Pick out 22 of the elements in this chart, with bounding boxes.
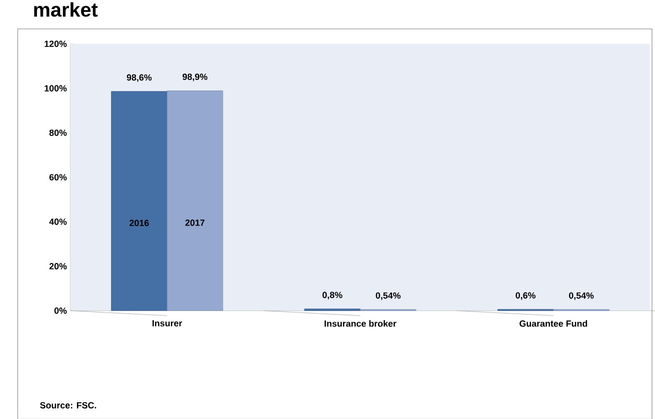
source-note: Source: FSC. — [40, 402, 96, 408]
bar — [111, 91, 168, 311]
data-label: 0,54% — [569, 292, 594, 300]
y-tick-label: 120% — [44, 40, 67, 47]
x-tick-label: Guarantee Fund — [520, 320, 588, 327]
y-tick-label: 20% — [49, 262, 67, 270]
y-tick-label: 80% — [49, 129, 67, 136]
series-label: 2016 — [130, 220, 149, 226]
data-label: 0,8% — [322, 292, 342, 300]
data-label: 0,54% — [376, 292, 401, 300]
y-tick-label: 0% — [54, 307, 67, 314]
data-label: 98,9% — [182, 74, 208, 82]
chart-title: market — [34, 2, 98, 17]
y-tick-label: 100% — [44, 85, 67, 92]
x-tick-label: Insurer — [152, 320, 182, 326]
x-tick-label: Insurance broker — [324, 320, 396, 327]
bar — [166, 90, 224, 311]
y-tick-label: 40% — [49, 218, 67, 225]
data-label: 98,6% — [126, 74, 152, 82]
y-tick-label: 60% — [49, 174, 67, 180]
series-label: 2017 — [185, 219, 204, 226]
data-label: 0,6% — [516, 292, 536, 300]
